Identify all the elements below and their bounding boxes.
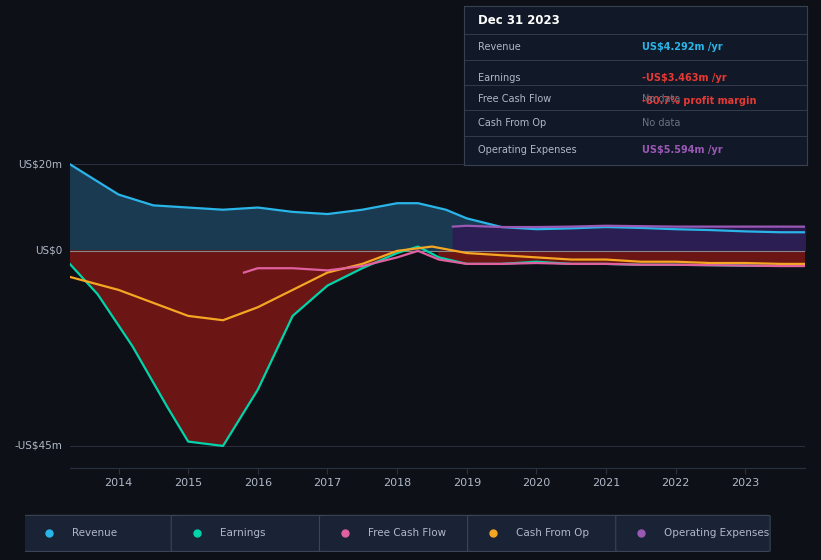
Text: US$20m: US$20m: [18, 159, 62, 169]
Text: US$0: US$0: [35, 246, 62, 256]
Text: -US$3.463m /yr: -US$3.463m /yr: [642, 73, 727, 83]
FancyBboxPatch shape: [468, 515, 622, 552]
Text: -80.7% profit margin: -80.7% profit margin: [642, 96, 757, 106]
FancyBboxPatch shape: [319, 515, 474, 552]
Text: Earnings: Earnings: [478, 73, 520, 83]
Text: -US$45m: -US$45m: [15, 441, 62, 451]
FancyBboxPatch shape: [23, 515, 177, 552]
Text: No data: No data: [642, 118, 681, 128]
Text: Free Cash Flow: Free Cash Flow: [478, 94, 551, 104]
Text: Operating Expenses: Operating Expenses: [664, 529, 769, 538]
Text: Earnings: Earnings: [220, 529, 265, 538]
Text: No data: No data: [642, 94, 681, 104]
Text: US$4.292m /yr: US$4.292m /yr: [642, 42, 723, 52]
FancyBboxPatch shape: [172, 515, 326, 552]
FancyBboxPatch shape: [616, 515, 770, 552]
Text: Revenue: Revenue: [71, 529, 117, 538]
Text: Free Cash Flow: Free Cash Flow: [368, 529, 446, 538]
Text: Cash From Op: Cash From Op: [516, 529, 589, 538]
Text: Operating Expenses: Operating Expenses: [478, 145, 576, 155]
Text: Dec 31 2023: Dec 31 2023: [478, 13, 559, 26]
Text: Cash From Op: Cash From Op: [478, 118, 546, 128]
Text: Revenue: Revenue: [478, 42, 521, 52]
Text: US$5.594m /yr: US$5.594m /yr: [642, 145, 723, 155]
